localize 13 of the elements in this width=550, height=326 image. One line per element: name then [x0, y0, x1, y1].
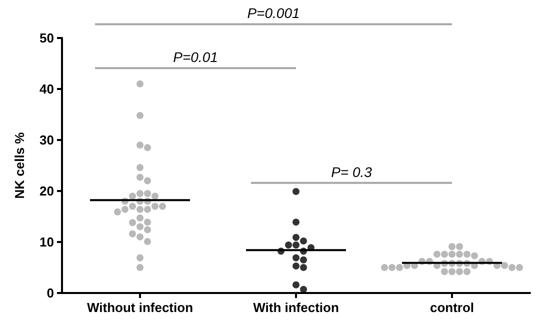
y-axis-title: NK cells % — [12, 132, 27, 199]
x-tick-label: With infection — [253, 300, 339, 315]
annotation: P= 0.3 — [331, 164, 372, 180]
text: P=0.001 — [247, 5, 300, 22]
annotation: P=0.01 — [173, 49, 218, 66]
y-tick-label: 50 — [40, 30, 54, 46]
y-tick-label: 10 — [40, 234, 54, 250]
y-tick-label: 40 — [40, 82, 54, 96]
x-tick-label: Without infection — [86, 300, 194, 315]
x-tick-label: control — [430, 300, 474, 315]
y-tick-label: 20 — [40, 184, 54, 198]
y-tick-label: 0 — [46, 286, 54, 300]
y-tick-label: 30 — [40, 132, 54, 148]
